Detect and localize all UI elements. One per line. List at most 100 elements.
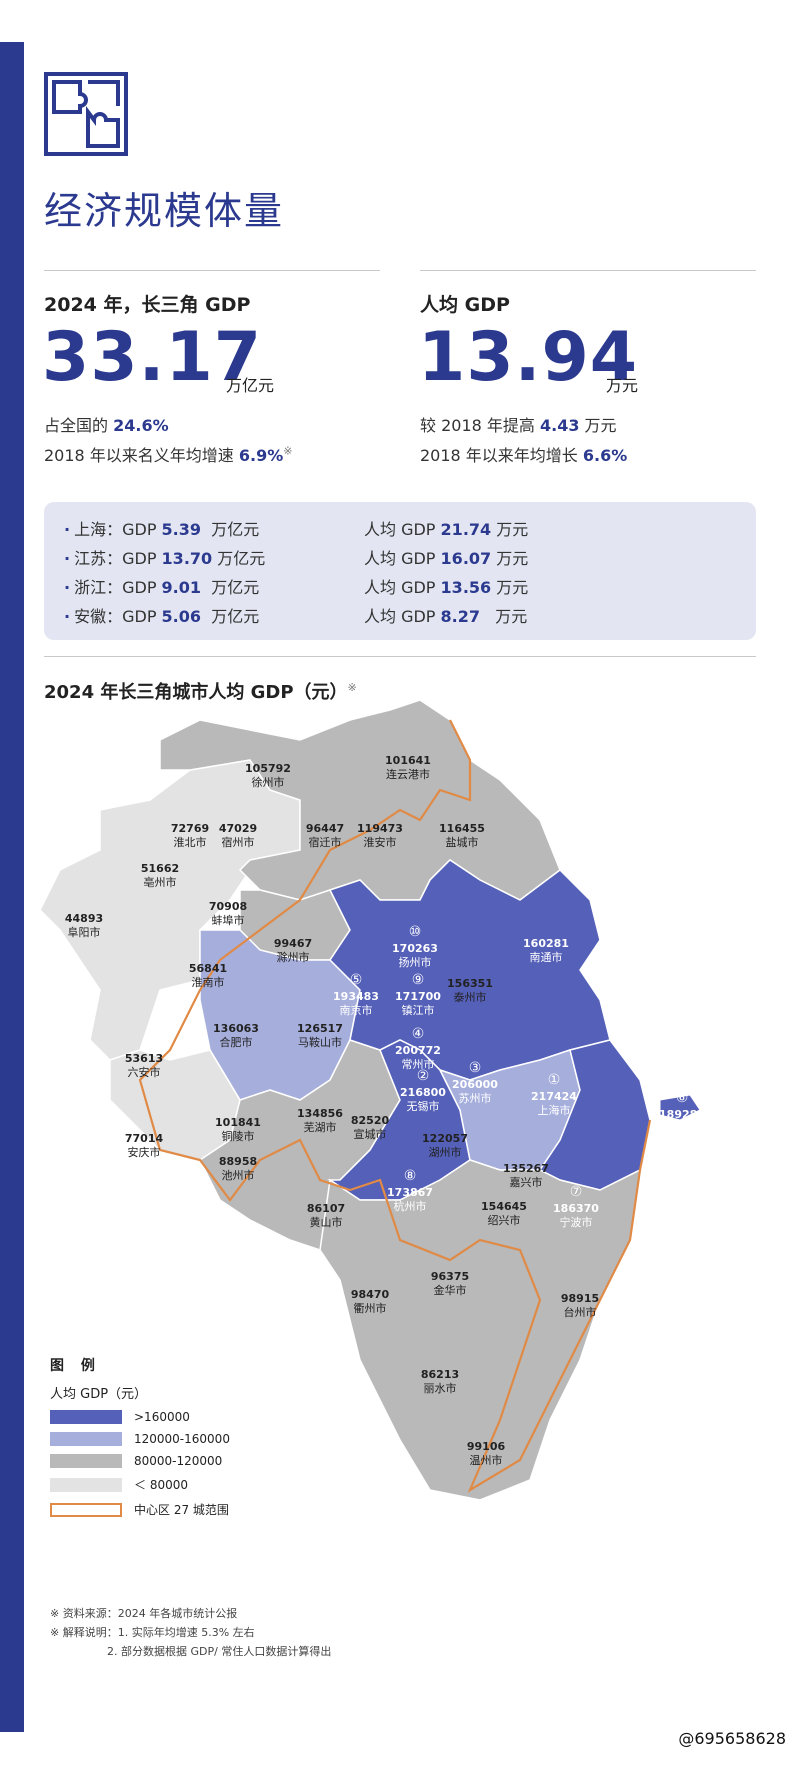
- city-rank: ①: [548, 1072, 561, 1088]
- city-rank: ④: [412, 1026, 425, 1042]
- region-jiangnan-core: [328, 859, 611, 1081]
- city-gdp-value: 47029: [219, 822, 257, 835]
- city-name: 丽水市: [424, 1381, 457, 1395]
- legend-item-label: ＜ 80000: [134, 1478, 188, 1492]
- city-gdp-value: 86213: [421, 1368, 459, 1381]
- city-rank: ③: [469, 1060, 482, 1076]
- total-share-prefix: 占全国的: [44, 416, 114, 435]
- per-capita-value: 13.94: [418, 318, 639, 397]
- city-name: 芜湖市: [304, 1120, 337, 1134]
- per-capita-increase-suffix: 万元: [579, 416, 617, 435]
- city-gdp-value: 216800: [400, 1086, 446, 1099]
- city-gdp-value: 82520: [351, 1114, 390, 1127]
- city-gdp-value: 99106: [467, 1440, 506, 1453]
- province-row: · 江苏：GDP 13.70 万亿元: [64, 545, 265, 569]
- city-name: 蚌埠市: [212, 913, 245, 927]
- legend-title: 图 例: [50, 1358, 101, 1374]
- city-gdp-value: 160281: [523, 937, 569, 950]
- region-zhejiang-south: [319, 1159, 641, 1501]
- city-gdp-value: 86107: [307, 1202, 345, 1215]
- legend-swatch: [50, 1432, 122, 1446]
- per-capita-growth-prefix: 2018 年以来年均增长: [420, 446, 583, 465]
- note-explain-2: 2. 部分数据根据 GDP/ 常住人口数据计算得出: [107, 1645, 332, 1658]
- pc-unit: 万元: [496, 520, 529, 539]
- city-name: 苏州市: [459, 1091, 492, 1105]
- footnotes: ※ 资料来源：2024 年各城市统计公报 ※ 解释说明：1. 实际年均增速 5.…: [50, 1604, 331, 1661]
- city-gdp-value: 96375: [431, 1270, 469, 1283]
- province-gdp: 5.06: [161, 607, 202, 626]
- city-name: 池州市: [222, 1168, 255, 1182]
- total-share: 占全国的 24.6%: [44, 412, 169, 436]
- note-source: ※ 资料来源：2024 年各城市统计公报: [50, 1607, 238, 1620]
- gdp-label: GDP: [122, 549, 162, 568]
- city-name: 淮北市: [174, 835, 207, 849]
- city-gdp-value: 53613: [125, 1052, 163, 1065]
- city-name: 宿州市: [222, 835, 255, 849]
- city-gdp-value: 189286: [659, 1108, 705, 1121]
- divider-left: [44, 270, 380, 271]
- city-gdp-value: 193483: [333, 990, 379, 1003]
- province-name: 江苏：: [74, 549, 123, 568]
- pc-unit: 万元: [496, 578, 529, 597]
- city-gdp-value: 135267: [503, 1162, 549, 1175]
- city-name: 绍兴市: [488, 1213, 521, 1227]
- province-gdp: 13.70: [161, 549, 213, 568]
- city-gdp-value: 98470: [351, 1288, 390, 1301]
- city-name: 阜阳市: [68, 925, 101, 939]
- city-gdp-value: 72769: [171, 822, 209, 835]
- province-name: 上海：: [74, 520, 123, 539]
- city-name: 嘉兴市: [510, 1175, 543, 1189]
- province-pc-row: 人均 GDP 21.74 万元: [364, 516, 528, 540]
- city-name: 金华市: [434, 1283, 467, 1297]
- city-name: 宁波市: [560, 1215, 593, 1229]
- city-name: 盐城市: [446, 835, 479, 849]
- city-name: 扬州市: [399, 955, 432, 969]
- legend-item-label: 80000-120000: [134, 1454, 223, 1468]
- city-name: 徐州市: [252, 775, 285, 789]
- total-growth-value: 6.9%: [238, 446, 284, 465]
- city-gdp-value: 101641: [385, 754, 431, 767]
- legend-swatch: [50, 1477, 122, 1492]
- province-gdp: 5.39: [161, 520, 202, 539]
- legend-item: 80000-120000: [50, 1454, 230, 1468]
- watermark: @69565862​8: [678, 1729, 786, 1748]
- city-name: 温州市: [470, 1453, 503, 1467]
- city-gdp-value: 171700: [395, 990, 441, 1003]
- city-gdp-value: 116455: [439, 822, 485, 835]
- city-gdp-value: 136063: [213, 1022, 259, 1035]
- core-27-cities-boundary: [138, 719, 652, 1493]
- province-gdp: 9.01: [161, 578, 202, 597]
- legend-item-label: 120000-160000: [134, 1432, 230, 1446]
- pc-label: 人均 GDP: [364, 549, 441, 568]
- city-rank: ⑥: [676, 1090, 689, 1106]
- city-name: 南京市: [340, 1003, 373, 1017]
- city-gdp-value: 156351: [447, 977, 493, 990]
- bullet-icon: ·: [64, 549, 71, 568]
- city-gdp-value: 200772: [395, 1044, 441, 1057]
- total-gdp-value: 33.17: [42, 318, 263, 397]
- province-row: · 安徽：GDP 5.06 万亿元: [64, 603, 259, 627]
- city-gdp-value: 44893: [65, 912, 103, 925]
- city-name: 安庆市: [128, 1145, 161, 1159]
- city-name: 南通市: [530, 950, 563, 964]
- city-rank: ⑩: [409, 924, 422, 940]
